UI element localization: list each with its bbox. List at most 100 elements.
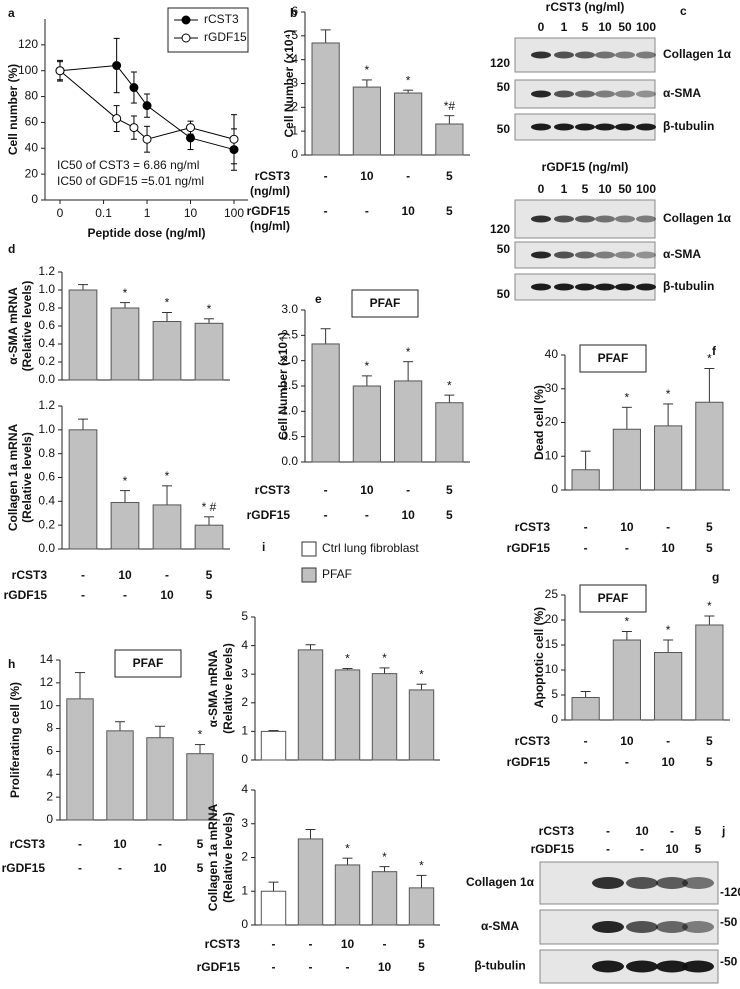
blot-band [554,90,574,98]
blot-band [575,51,595,59]
blot-band [636,251,656,259]
size-marker: 50 [497,122,511,136]
y-tick-label: 0.4 [38,336,55,350]
treatment-value: - [309,937,313,951]
condition-box [351,289,419,318]
treatment-value: - [324,483,328,497]
panel-letter: g [712,570,719,584]
y-tick-label: 3 [291,76,298,90]
lane-label: 5 [582,20,589,34]
y-axis-label: α-SMA mRNA [6,287,20,365]
x-tick-label: 10 [184,206,198,220]
y-tick-label: 3 [241,666,248,680]
y-tick-label: 1.0 [38,282,55,296]
bar [297,649,324,761]
significance-mark: * [365,359,370,373]
legend-label: rCST3 [204,12,239,26]
y-tick-label: 10 [545,662,559,676]
blot-band [531,123,551,131]
y-axis-label: (Relative levels) [221,643,235,734]
treatment-name: rCST3 [515,734,551,748]
y-axis-label: Cell Number (x10⁴) [276,332,290,440]
condition-label: PFAF [370,296,401,310]
annotation: IC50 of CST3 = 6.86 ng/ml [57,158,199,172]
series-line [59,65,235,151]
treatment-value: - [272,960,276,974]
panel-letter: e [315,292,322,306]
significance-mark: * [165,296,170,310]
y-tick-label: 0 [31,192,38,206]
treatment-value: - [165,568,169,582]
blot-band [554,251,574,259]
panel-letter: f [712,344,717,358]
blot-band [595,90,615,98]
legend-marker [181,33,191,43]
blot-band [575,283,595,291]
treatment-name: rGDF15 [531,842,575,856]
treatment-value: 5 [197,861,204,875]
y-tick-label: 2 [46,789,53,803]
data-point [142,101,152,111]
bar [334,669,361,761]
treatment-name: rGDF15 [197,960,241,974]
blot-band [636,283,656,291]
y-tick-label: 0 [551,482,558,496]
blot-label: β-tubulin [474,959,525,973]
lane-label: 100 [636,182,656,196]
bar [654,425,683,491]
y-tick-label: 0.8 [38,300,55,314]
data-point [55,66,65,76]
panel-letter: i [262,540,265,554]
bar [334,864,361,926]
y-tick-label: 2 [241,695,248,709]
significance-mark: *# [444,99,456,113]
y-axis-label: Proliferating cell (%) [8,682,22,798]
y-tick-label: 20 [25,166,39,180]
bar [152,504,182,550]
treatment-value: - [81,568,85,582]
treatment-value: 5 [446,483,453,497]
y-axis-label: Apoptotic cell (%) [532,607,546,708]
blot-band [554,123,574,131]
y-tick-label: 100 [18,63,38,77]
bar [68,429,98,550]
bar [612,639,641,721]
condition-label: PFAF [598,351,629,365]
condition-box [114,649,182,678]
significance-mark: * [707,599,712,613]
treatment-value: - [406,169,410,183]
y-tick-label: 0 [291,147,298,161]
size-marker: 50 [497,287,511,301]
y-tick-label: 1 [291,123,298,137]
treatment-value: 5 [206,568,213,582]
bar [194,524,224,550]
treatment-value: - [81,588,85,602]
lane-label: 0 [538,182,545,196]
treatment-value: - [324,204,328,218]
treatment-value: - [625,541,629,555]
y-tick-label: 2.5 [281,328,298,342]
bar [371,871,398,926]
treatment-value: - [118,861,122,875]
treatment-value: 5 [695,824,702,838]
treatment-name: rGDF15 [2,861,46,875]
treatment-value: 5 [418,937,425,951]
blot-band [531,215,551,223]
treatment-value: 10 [401,204,415,218]
y-tick-label: 1 [241,724,248,738]
y-axis-label: (Relative levels) [20,281,34,372]
bar [260,890,287,926]
significance-mark: * [406,73,411,87]
y-tick-label: 60 [25,115,39,129]
bar [311,42,340,156]
size-marker: 50 [497,80,511,94]
y-tick-label: 0.6 [38,318,55,332]
blot-band [682,921,714,933]
y-axis-label: (Relative levels) [20,432,34,523]
y-tick-label: 0.2 [38,517,55,531]
blot-label: Collagen 1α [663,211,732,225]
treatment-value: - [324,169,328,183]
significance-mark: * [345,652,350,666]
treatment-value: - [365,204,369,218]
